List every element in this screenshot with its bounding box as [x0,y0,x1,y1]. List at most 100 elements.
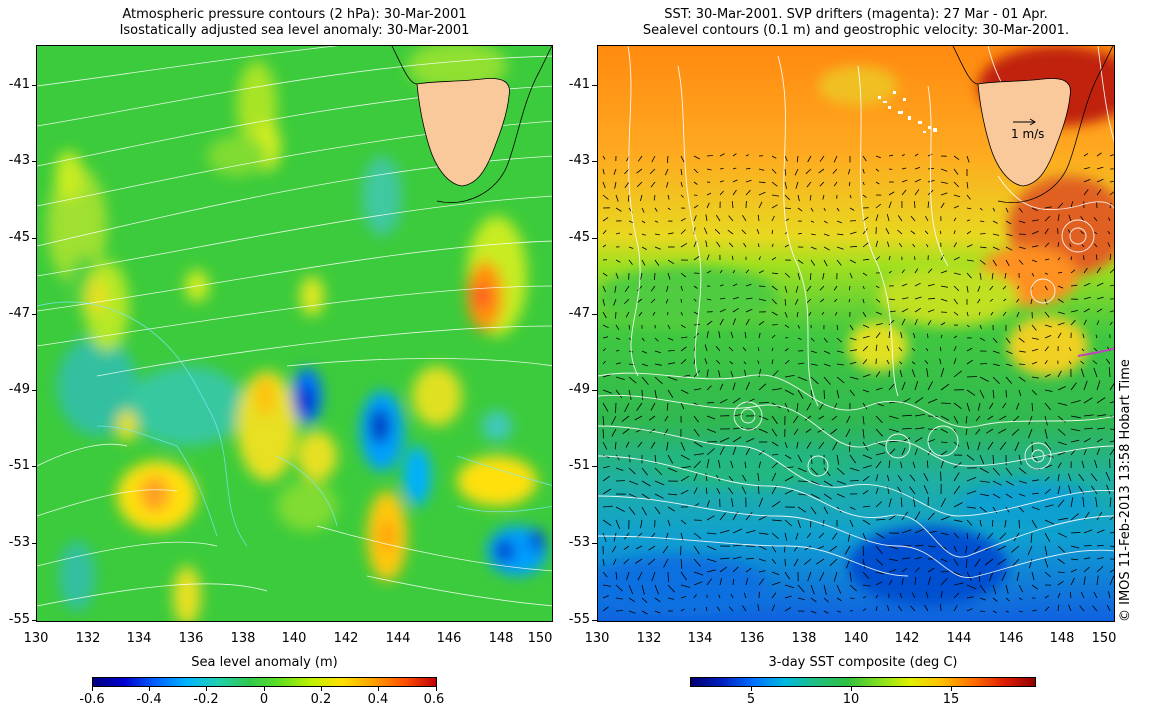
velocity-arrow [901,154,905,157]
velocity-arrow [680,324,686,329]
velocity-arrow [1096,448,1100,456]
velocity-arrow [771,500,781,508]
velocity-arrow [991,272,994,280]
velocity-arrow [602,465,610,469]
velocity-arrow [664,168,669,176]
sea-level-anomaly-map[interactable] [36,45,553,622]
velocity-arrow [927,530,937,534]
velocity-arrow [833,181,838,187]
y-tick: -53 [560,535,597,550]
velocity-arrow [997,545,1007,551]
velocity-arrow [744,332,747,339]
velocity-arrow [862,194,867,198]
velocity-arrow [923,485,929,495]
velocity-arrow [1057,257,1061,261]
velocity-arrow [771,155,777,159]
velocity-arrow [823,376,831,385]
velocity-arrow [719,318,724,326]
velocity-arrow [1109,515,1114,521]
velocity-arrow [875,532,885,539]
velocity-arrow [1109,448,1114,456]
velocity-arrow [862,465,872,469]
velocity-arrow [914,167,921,170]
velocity-arrow [875,461,882,469]
x-tick: 148 [1049,631,1075,646]
velocity-arrow [832,441,838,451]
sst-map[interactable]: 1 m/s [597,45,1115,622]
velocity-arrow [667,194,670,200]
velocity-arrow [848,285,851,291]
velocity-arrow [940,459,945,469]
velocity-arrow [1044,464,1053,469]
velocity-arrow [650,402,656,411]
velocity-arrow [1031,454,1039,463]
velocity-arrow [1018,597,1023,601]
velocity-arrow [939,358,942,365]
velocity-arrow [1012,415,1020,423]
velocity-arrow [914,282,921,287]
velocity-arrow [615,402,617,414]
x-tick: 130 [584,631,610,646]
velocity-arrow [628,506,636,515]
velocity-arrow [976,532,981,540]
velocity-arrow [654,597,661,603]
velocity-arrow [975,428,981,435]
velocity-arrow [1081,460,1085,469]
velocity-arrow [992,259,998,267]
velocity-arrow [925,591,929,599]
velocity-arrow [793,415,799,424]
velocity-arrow [732,179,738,183]
velocity-arrow [794,298,799,305]
velocity-arrow [1031,337,1039,340]
velocity-arrow [1018,207,1023,213]
velocity-arrow [1068,485,1072,495]
velocity-arrow [1080,591,1085,599]
velocity-arrow [797,376,808,382]
velocity-arrow [680,475,690,482]
velocity-arrow [953,571,963,577]
velocity-arrow [784,595,792,599]
velocity-arrow [693,594,697,599]
velocity-arrow [1096,427,1105,430]
velocity-arrow [1005,493,1013,499]
velocity-arrow [615,454,620,461]
velocity-arrow [613,298,617,306]
velocity-arrow [637,285,643,292]
velocity-arrow [977,402,981,411]
velocity-arrow [966,490,977,495]
velocity-arrow [991,519,994,527]
velocity-arrow [1018,350,1026,353]
velocity-arrow [771,168,777,174]
velocity-arrow [823,233,830,237]
velocity-arrow [1096,397,1106,404]
velocity-arrow [823,480,833,487]
velocity-arrow [719,566,727,573]
velocity-arrow [743,592,747,599]
velocity-arrow [693,181,698,185]
velocity-arrow [979,480,990,483]
velocity-arrow [966,571,972,581]
velocity-arrow [730,371,734,378]
velocity-arrow [1083,427,1093,430]
velocity-arrow [628,467,636,475]
velocity-arrow [680,181,683,188]
velocity-arrow [953,285,960,292]
velocity-arrow [771,285,778,291]
velocity-arrow [940,254,945,261]
velocity-arrow [886,345,890,352]
velocity-arrow [992,246,1000,251]
velocity-arrow [885,228,890,235]
velocity-arrow [664,415,669,422]
velocity-arrow [1070,382,1077,391]
velocity-arrow [1057,272,1063,274]
velocity-arrow [680,558,683,569]
velocity-arrow [1005,207,1009,213]
velocity-arrow [926,460,929,469]
velocity-arrow [977,298,981,304]
velocity-arrow [966,272,972,279]
right-map-title-line2: Sealevel contours (0.1 m) and geostrophi… [642,23,1070,38]
tasmania-landmass [416,78,510,187]
velocity-arrow [992,454,995,465]
velocity-arrow [836,376,845,384]
velocity-arrow [771,462,778,469]
